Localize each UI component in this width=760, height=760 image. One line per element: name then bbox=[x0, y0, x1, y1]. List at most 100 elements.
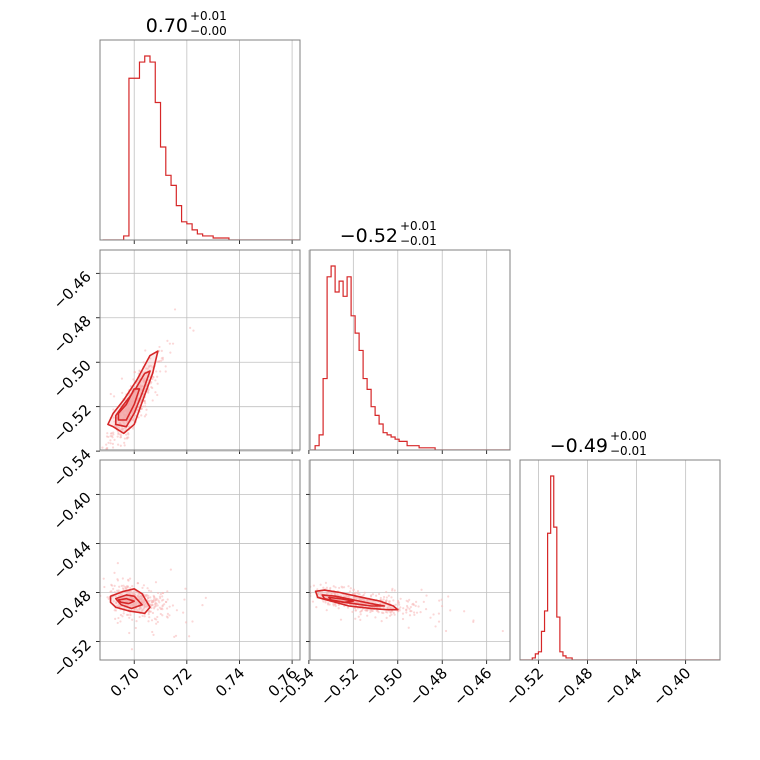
sample-point bbox=[120, 377, 124, 380]
sample-point bbox=[151, 611, 155, 615]
sample-point bbox=[149, 610, 152, 613]
sample-point bbox=[134, 626, 137, 630]
sample-point bbox=[402, 607, 405, 610]
sample-point bbox=[411, 603, 414, 606]
sample-point bbox=[422, 600, 425, 604]
sample-point bbox=[143, 400, 146, 403]
sample-point bbox=[392, 599, 395, 602]
sample-point bbox=[109, 442, 112, 445]
sample-point bbox=[129, 604, 132, 607]
sample-point bbox=[382, 595, 386, 599]
sample-point bbox=[399, 597, 402, 600]
sample-point bbox=[113, 438, 116, 442]
sample-point bbox=[144, 602, 147, 605]
sample-point bbox=[156, 591, 160, 595]
sample-point bbox=[56, 495, 58, 497]
sample-point bbox=[144, 402, 147, 405]
sample-point bbox=[147, 388, 150, 391]
sample-point bbox=[145, 408, 148, 411]
sample-point bbox=[145, 367, 148, 370]
sample-point bbox=[117, 443, 120, 446]
sample-point bbox=[130, 648, 134, 651]
sample-point bbox=[158, 601, 161, 604]
density-contour bbox=[117, 597, 136, 605]
sample-point bbox=[107, 435, 110, 439]
sample-point bbox=[151, 399, 154, 402]
sample-point bbox=[155, 622, 158, 625]
sample-point bbox=[119, 620, 122, 623]
sample-point bbox=[140, 600, 143, 603]
x-tick-label: −0.52 bbox=[502, 664, 547, 709]
scatter-panel-1 bbox=[85, 562, 207, 651]
sample-point bbox=[231, 597, 233, 599]
sample-point bbox=[155, 370, 158, 373]
sample-point bbox=[156, 620, 159, 624]
sample-point bbox=[324, 601, 327, 604]
sample-point bbox=[339, 618, 343, 621]
sample-point bbox=[192, 329, 195, 332]
sample-point bbox=[159, 592, 162, 596]
sample-point bbox=[415, 611, 419, 614]
sample-point bbox=[204, 596, 207, 600]
sample-point bbox=[168, 605, 171, 608]
sample-point bbox=[112, 395, 116, 398]
sample-point bbox=[86, 578, 88, 580]
param-title-upper-error: +0.01 bbox=[400, 219, 437, 233]
sample-point bbox=[424, 608, 428, 611]
sample-point bbox=[112, 600, 115, 603]
sample-point bbox=[165, 607, 169, 610]
sample-point bbox=[391, 587, 394, 590]
sample-point bbox=[315, 606, 318, 609]
sample-point bbox=[161, 605, 164, 608]
sample-point bbox=[407, 626, 410, 629]
histogram-step-line bbox=[311, 265, 510, 450]
scatter-panel-2 bbox=[231, 581, 504, 633]
sample-point bbox=[121, 615, 124, 618]
sample-point bbox=[171, 604, 175, 607]
param-title-upper-error: +0.00 bbox=[610, 429, 647, 443]
sample-point bbox=[156, 382, 159, 385]
sample-point bbox=[463, 610, 466, 613]
sample-point bbox=[288, 596, 290, 598]
sample-point bbox=[106, 596, 109, 599]
sample-point bbox=[150, 385, 153, 389]
sample-point bbox=[129, 586, 132, 590]
param-title-lower-error: −0.01 bbox=[400, 234, 437, 248]
sample-point bbox=[387, 594, 390, 597]
sample-point bbox=[169, 351, 172, 354]
sample-point bbox=[115, 601, 118, 605]
sample-point bbox=[147, 613, 150, 616]
sample-point bbox=[102, 577, 105, 580]
sample-point bbox=[140, 414, 143, 417]
sample-point bbox=[127, 613, 130, 616]
sample-point bbox=[401, 617, 405, 621]
panel-frame bbox=[309, 459, 511, 661]
panel-frame bbox=[519, 459, 721, 661]
sample-point bbox=[168, 342, 171, 345]
sample-point bbox=[173, 308, 177, 311]
y-tick-label: −0.46 bbox=[50, 267, 95, 312]
sample-point bbox=[184, 587, 187, 590]
sample-point bbox=[154, 604, 158, 607]
sample-point bbox=[133, 593, 136, 596]
sample-point bbox=[149, 364, 152, 367]
sample-point bbox=[156, 608, 159, 611]
sample-point bbox=[384, 600, 387, 603]
sample-point bbox=[85, 564, 87, 566]
sample-point bbox=[166, 590, 169, 593]
sample-point bbox=[349, 587, 352, 590]
x-tick-label: −0.52 bbox=[317, 664, 362, 709]
sample-point bbox=[330, 591, 333, 594]
sample-point bbox=[173, 635, 176, 638]
density-contour bbox=[328, 596, 355, 604]
sample-point bbox=[123, 437, 127, 440]
sample-point bbox=[303, 588, 305, 590]
sample-point bbox=[347, 595, 351, 598]
sample-point bbox=[119, 444, 122, 447]
sample-point bbox=[337, 607, 340, 610]
sample-point bbox=[329, 586, 332, 590]
sample-point bbox=[164, 600, 168, 604]
sample-point bbox=[112, 431, 115, 434]
sample-point bbox=[110, 590, 113, 593]
density-contour bbox=[117, 388, 141, 421]
